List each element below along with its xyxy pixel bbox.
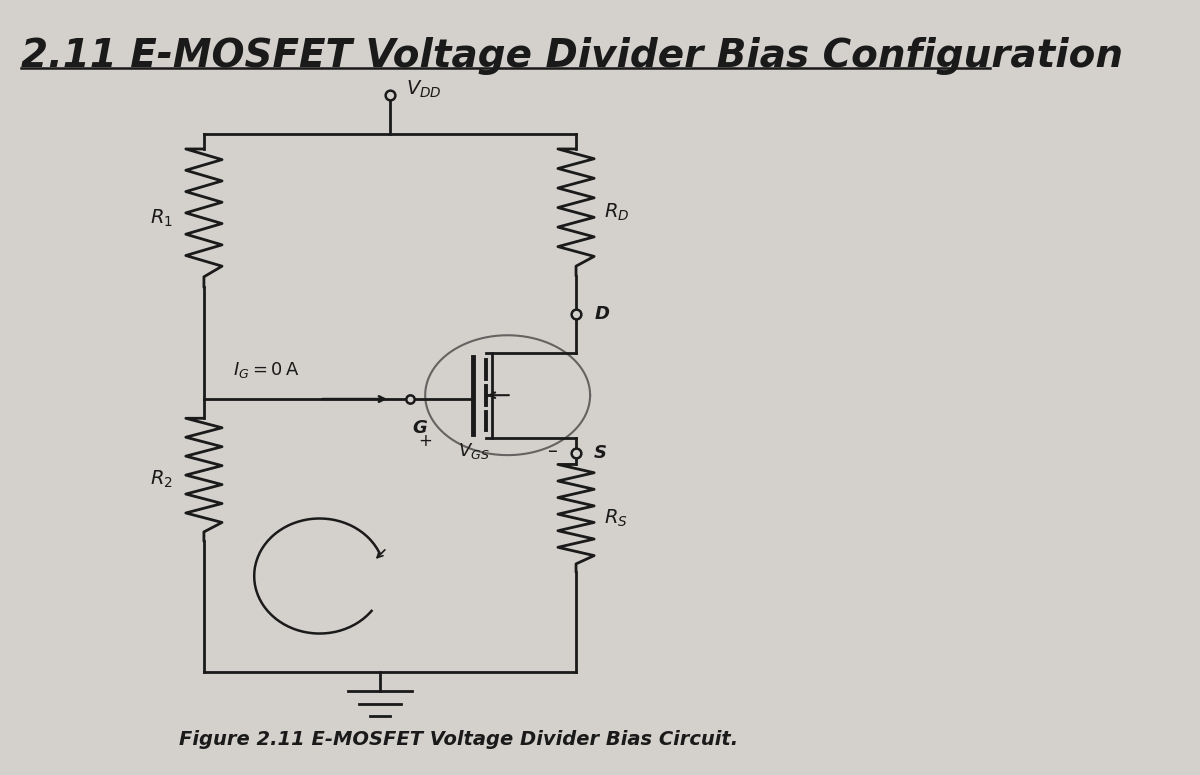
- Text: $I_G = 0\,\mathrm{A}$: $I_G = 0\,\mathrm{A}$: [233, 360, 299, 380]
- Text: 2.11 E-MOSFET Voltage Divider Bias Configuration: 2.11 E-MOSFET Voltage Divider Bias Confi…: [20, 37, 1123, 75]
- Text: $R_D$: $R_D$: [604, 202, 630, 223]
- Text: Figure 2.11 E-MOSFET Voltage Divider Bias Circuit.: Figure 2.11 E-MOSFET Voltage Divider Bia…: [179, 730, 738, 749]
- Text: +: +: [418, 432, 432, 450]
- Text: G: G: [412, 419, 427, 437]
- Text: $R_1$: $R_1$: [150, 208, 173, 229]
- Text: $R_2$: $R_2$: [150, 469, 173, 491]
- Text: $V_{DD}$: $V_{DD}$: [406, 78, 442, 100]
- Text: D: D: [594, 305, 610, 323]
- Text: $R_S$: $R_S$: [604, 508, 628, 529]
- Text: $V_{GS}$: $V_{GS}$: [458, 442, 490, 461]
- Text: –: –: [548, 442, 558, 461]
- Text: S: S: [594, 444, 607, 462]
